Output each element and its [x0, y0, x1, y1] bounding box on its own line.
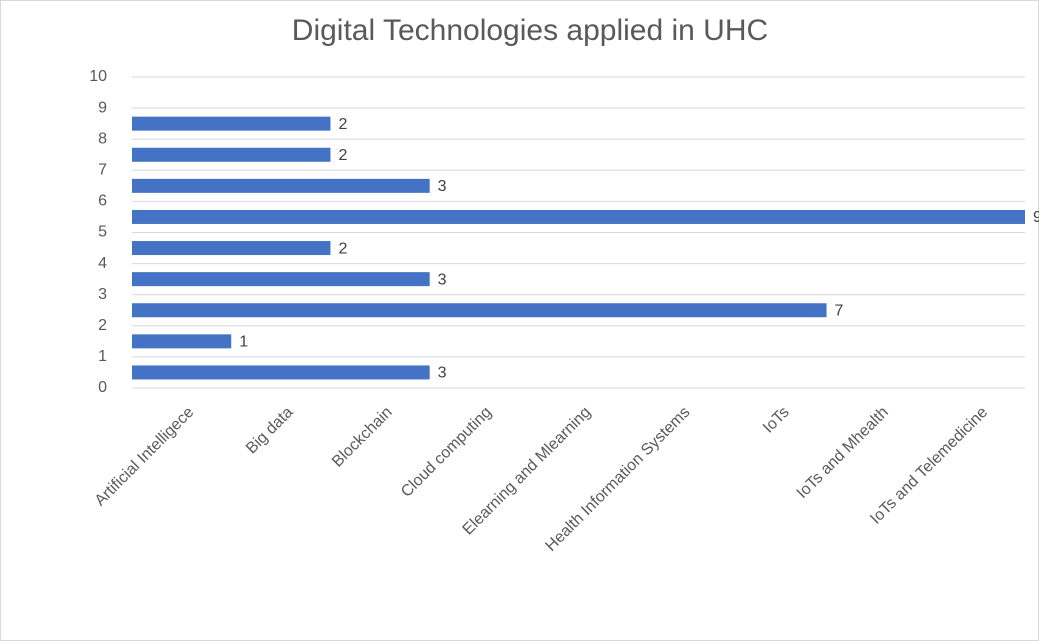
- y-tick-label: 8: [98, 130, 107, 147]
- y-tick-label: 6: [98, 193, 107, 210]
- data-label: 1: [239, 334, 248, 351]
- bar: [132, 116, 331, 131]
- y-tick-label: 9: [98, 99, 107, 116]
- data-label: 2: [338, 116, 347, 133]
- y-tick-label: 10: [89, 68, 107, 85]
- y-tick-label: 3: [98, 286, 107, 303]
- bar: [132, 147, 331, 162]
- y-tick-label: 7: [98, 162, 107, 179]
- y-tick-label: 4: [98, 255, 107, 272]
- bar: [132, 241, 331, 256]
- data-label: 9: [1033, 209, 1039, 226]
- data-label: 3: [438, 271, 447, 288]
- bar: [132, 365, 430, 380]
- chart-title: Digital Technologies applied in UHC: [292, 14, 768, 47]
- data-label: 3: [438, 178, 447, 195]
- y-tick-label: 1: [98, 348, 107, 365]
- bar: [132, 303, 827, 318]
- data-label: 7: [835, 302, 844, 319]
- data-label: 3: [438, 365, 447, 382]
- data-label: 2: [338, 147, 347, 164]
- y-tick-label: 0: [98, 379, 107, 396]
- data-label: 2: [338, 240, 347, 257]
- y-tick-label: 2: [98, 317, 107, 334]
- bar: [132, 178, 430, 193]
- y-tick-label: 5: [98, 224, 107, 241]
- bar: [132, 209, 1025, 224]
- bar: [132, 272, 430, 287]
- bar: [132, 334, 232, 349]
